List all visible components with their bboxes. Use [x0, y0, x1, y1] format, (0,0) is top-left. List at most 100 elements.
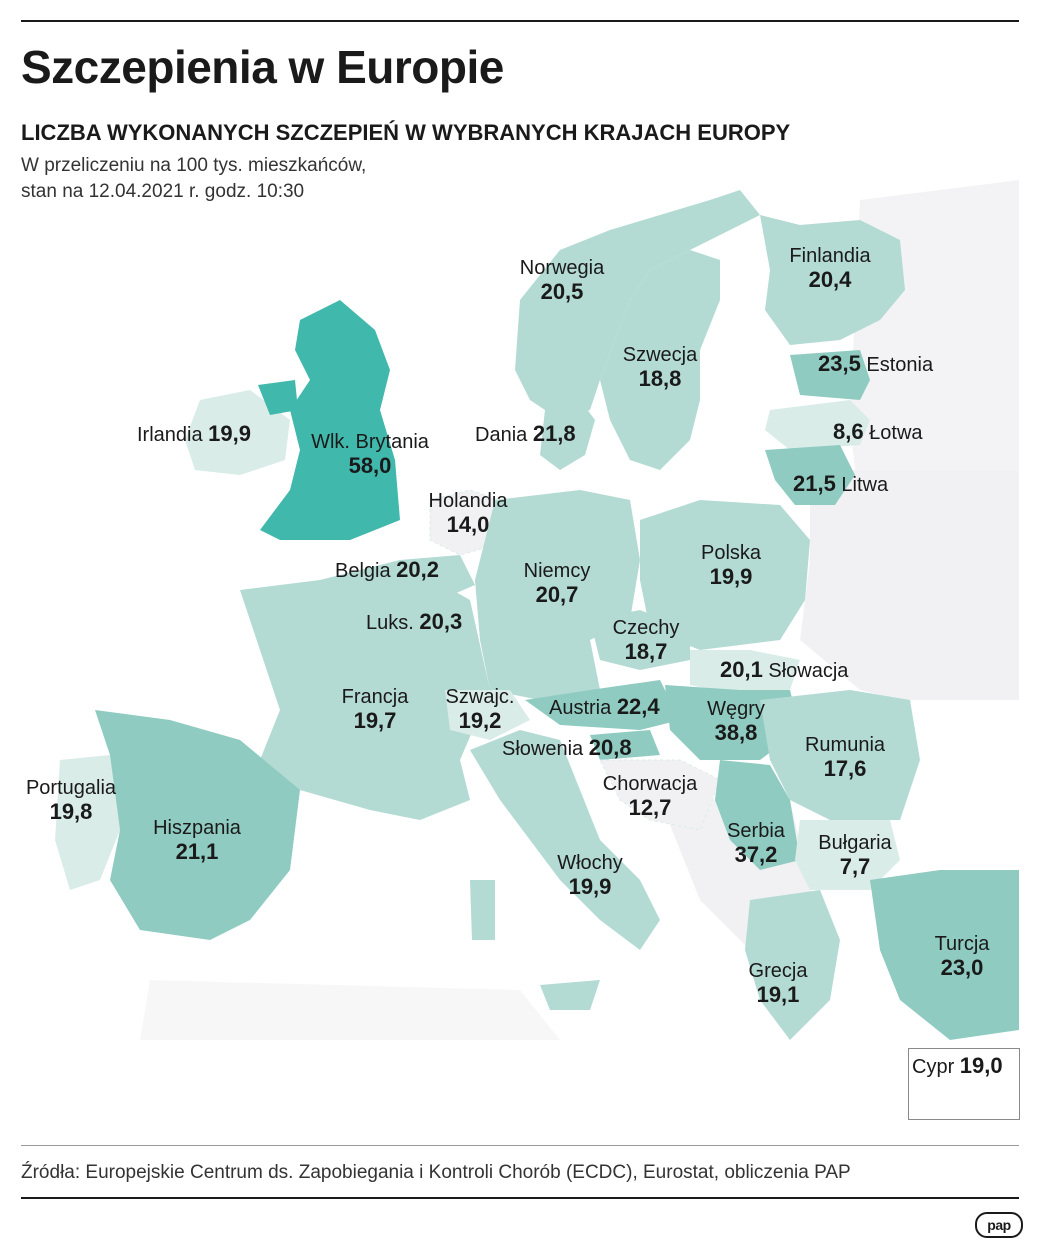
country-name: Chorwacja — [602, 773, 698, 795]
label-wlochy: Włochy 19,9 — [540, 851, 640, 899]
label-francja: Francja 19,7 — [325, 685, 425, 733]
label-hiszpania: Hiszpania 21,1 — [142, 816, 252, 864]
country-name: Grecja — [748, 960, 808, 982]
country-name: Bułgaria — [818, 832, 892, 854]
country-value: 20,7 — [535, 582, 579, 607]
label-wegry: Węgry 38,8 — [686, 697, 786, 745]
map-note-line1: W przeliczeniu na 100 tys. mieszkańców, — [21, 155, 367, 176]
country-value: 12,7 — [628, 795, 672, 820]
country-dania — [540, 400, 595, 470]
country-name: Polska — [700, 542, 762, 564]
label-slowenia: Słowenia 20,8 — [502, 736, 632, 761]
label-niemcy: Niemcy 20,7 — [507, 559, 607, 607]
country-name: Niemcy — [523, 560, 591, 582]
country-value: 21,5 — [793, 471, 836, 496]
country-name: Irlandia — [137, 424, 203, 446]
country-name: Słowenia — [502, 738, 584, 760]
label-norwegia: Norwegia 20,5 — [512, 256, 612, 304]
country-value: 20,8 — [588, 735, 632, 760]
label-dania: Dania 21,8 — [475, 422, 576, 447]
country-name: Słowacja — [768, 660, 849, 682]
country-wlochy — [470, 730, 660, 950]
region-nodata-belarus-ukraine — [800, 470, 1019, 700]
label-szwecja: Szwecja 18,8 — [610, 343, 710, 391]
region-nodata-africa — [140, 980, 560, 1040]
country-holandia — [429, 489, 501, 556]
label-estonia: 23,5 Estonia — [818, 352, 933, 377]
region-northern-ireland — [258, 380, 298, 415]
country-name: Belgia — [335, 560, 391, 582]
country-value: 19,9 — [709, 564, 753, 589]
map-subtitle: LICZBA WYKONANYCH SZCZEPIEŃ W WYBRANYCH … — [21, 120, 791, 145]
country-value: 19,8 — [49, 799, 93, 824]
country-name: Litwa — [841, 474, 889, 496]
label-bulgaria: Bułgaria 7,7 — [805, 831, 905, 879]
country-value: 58,0 — [348, 453, 392, 478]
country-grecja — [745, 890, 840, 1040]
label-wlk-brytania: Wlk. Brytania 58,0 — [300, 430, 440, 478]
country-value: 19,1 — [756, 982, 800, 1007]
footer-rule-top — [21, 1145, 1019, 1146]
country-value: 14,0 — [446, 512, 490, 537]
country-value: 19,7 — [353, 708, 397, 733]
label-belgia: Belgia 20,2 — [335, 558, 439, 583]
label-grecja: Grecja 19,1 — [728, 959, 828, 1007]
country-value: 23,0 — [940, 955, 984, 980]
country-name: Holandia — [428, 490, 508, 512]
cyprus-inset — [908, 1048, 1020, 1120]
country-name: Estonia — [866, 354, 934, 376]
label-irlandia: Irlandia 19,9 — [137, 422, 251, 447]
country-value: 20,3 — [419, 609, 463, 634]
country-value: 38,8 — [714, 720, 758, 745]
label-cypr: Cypr 19,0 — [912, 1054, 1003, 1079]
label-polska: Polska 19,9 — [681, 541, 781, 589]
country-norwegia — [515, 190, 760, 420]
country-portugalia — [55, 755, 120, 890]
country-value: 18,8 — [638, 366, 682, 391]
country-name: Szwecja — [622, 344, 698, 366]
pap-logo: pap — [975, 1212, 1023, 1238]
country-slowacja — [690, 650, 800, 695]
country-value: 7,7 — [839, 854, 871, 879]
country-value: 19,9 — [568, 874, 612, 899]
country-estonia — [790, 350, 870, 400]
country-szwajcaria — [445, 690, 530, 740]
source-note: Źródła: Europejskie Centrum ds. Zapobieg… — [21, 1162, 851, 1183]
country-value: 20,2 — [396, 557, 439, 582]
country-lotwa — [765, 400, 870, 450]
label-finlandia: Finlandia 20,4 — [780, 244, 880, 292]
country-value: 8,6 — [833, 419, 864, 444]
label-turcja: Turcja 23,0 — [912, 932, 1012, 980]
country-name: Serbia — [727, 820, 785, 842]
country-value: 21,1 — [175, 839, 219, 864]
country-finlandia — [760, 215, 905, 345]
region-sardinia — [470, 880, 495, 940]
country-name: Wlk. Brytania — [311, 431, 429, 453]
country-chorwacja — [599, 759, 721, 831]
label-portugalia: Portugalia 19,8 — [16, 776, 126, 824]
footer-rule-bottom — [21, 1197, 1019, 1199]
country-value: 21,8 — [532, 421, 576, 446]
country-irlandia — [185, 390, 290, 475]
country-serbia — [715, 760, 800, 870]
country-austria — [525, 680, 680, 730]
country-czechy — [590, 610, 690, 670]
region-sicily — [540, 980, 600, 1010]
country-wlk-brytania — [260, 300, 400, 540]
country-value: 17,6 — [823, 756, 867, 781]
country-value: 37,2 — [734, 842, 778, 867]
label-rumunia: Rumunia 17,6 — [795, 733, 895, 781]
country-value: 20,1 — [720, 657, 763, 682]
country-turcja — [870, 870, 1019, 1040]
country-name: Dania — [475, 424, 528, 446]
country-polska — [640, 500, 810, 650]
label-austria: Austria 22,4 — [549, 695, 660, 720]
label-luksemburg: Luks. 20,3 — [366, 610, 462, 635]
map-note-line2: stan na 12.04.2021 r. godz. 10:30 — [21, 181, 305, 202]
country-name: Francja — [341, 686, 409, 708]
country-value: 18,7 — [624, 639, 668, 664]
label-szwajcaria: Szwajc. 19,2 — [430, 685, 530, 733]
country-value: 23,5 — [818, 351, 861, 376]
country-szwecja — [600, 250, 720, 470]
